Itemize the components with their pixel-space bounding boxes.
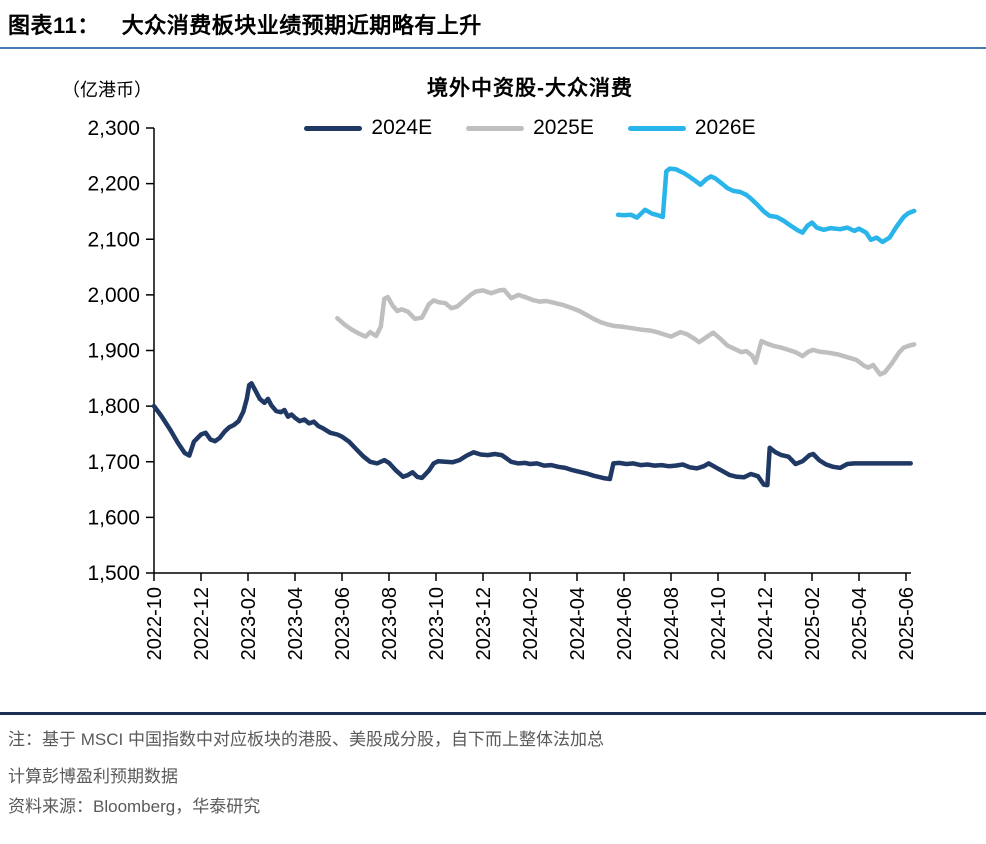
footer-divider bbox=[0, 712, 986, 715]
x-tick-label: 2024-04 bbox=[567, 587, 589, 660]
x-tick-label: 2023-02 bbox=[238, 587, 260, 660]
legend-item-2024e: 2024E bbox=[304, 116, 432, 140]
chart-title: 境外中资股-大众消费 bbox=[427, 77, 633, 100]
x-tick-label: 2022-12 bbox=[191, 587, 213, 660]
x-tick-label: 2023-06 bbox=[332, 587, 354, 660]
legend-swatch-2025e bbox=[466, 125, 525, 131]
x-tick-label: 2023-10 bbox=[426, 587, 448, 660]
y-tick-label: 1,900 bbox=[87, 340, 140, 363]
y-tick-label: 1,600 bbox=[87, 506, 140, 529]
line-chart-plot: 2,300 2,200 2,100 2,000 1,900 1,800 1,700 1,600… bbox=[87, 120, 918, 660]
x-tick-label: 2025-04 bbox=[849, 587, 871, 660]
footnote-line-1: 注：基于 MSCI 中国指数中对应板块的港股、美股成分股，自下而上整体法加总 bbox=[8, 730, 604, 749]
axis-lines bbox=[153, 128, 911, 574]
legend-swatch-2024e bbox=[304, 125, 363, 131]
x-tick-label: 2023-12 bbox=[473, 587, 495, 660]
y-tick-label: 2,200 bbox=[87, 173, 140, 196]
figure-number: 图表11： bbox=[8, 13, 100, 38]
series-line-2024e bbox=[151, 381, 913, 488]
x-tick-label: 2024-06 bbox=[614, 587, 636, 660]
y-tick-label: 1,800 bbox=[87, 395, 140, 418]
header-divider bbox=[0, 47, 986, 49]
legend-item-2025e: 2025E bbox=[466, 116, 594, 140]
y-tick-label: 2,100 bbox=[87, 228, 140, 251]
y-tick-label: 2,000 bbox=[87, 284, 140, 307]
y-tick-label: 1,700 bbox=[87, 451, 140, 474]
legend-label-2026e: 2026E bbox=[694, 116, 756, 139]
legend-item-2026e: 2026E bbox=[627, 116, 756, 140]
x-tick-label: 2023-04 bbox=[285, 587, 307, 660]
x-tick-label: 2025-06 bbox=[896, 587, 918, 660]
x-tick-label: 2022-10 bbox=[144, 587, 166, 660]
x-tick-label: 2024-12 bbox=[755, 587, 777, 660]
footnote-line-2: 计算彭博盈利预期数据 bbox=[8, 767, 178, 786]
series-line-2026e bbox=[615, 166, 917, 245]
x-tick-label: 2025-02 bbox=[802, 587, 824, 660]
source-attribution: 资料来源：Bloomberg，华泰研究 bbox=[8, 797, 261, 816]
legend-swatch-2026e bbox=[627, 125, 686, 131]
x-tick-label: 2023-08 bbox=[379, 587, 401, 660]
page-title: 图表11： 大众消费板块业绩预期近期略有上升 bbox=[8, 8, 968, 40]
legend-label-2024e: 2024E bbox=[371, 116, 433, 139]
chart-legend: 2024E 2025E 2026E bbox=[154, 114, 906, 142]
legend-label-2025e: 2025E bbox=[533, 116, 594, 139]
x-tick-label: 2024-08 bbox=[661, 587, 683, 660]
figure-title: 大众消费板块业绩预期近期略有上升 bbox=[121, 13, 482, 38]
x-tick-label: 2024-10 bbox=[708, 587, 730, 660]
series-line-2025e bbox=[335, 287, 917, 377]
chart-footnote: 注：基于 MSCI 中国指数中对应板块的港股、美股成分股，自下而上整体法加总 计… bbox=[8, 721, 978, 795]
y-tick-label: 1,500 bbox=[87, 562, 140, 585]
axis-unit-label: （亿港币） bbox=[62, 80, 152, 100]
x-tick-label: 2024-02 bbox=[520, 587, 542, 660]
y-tick-label: 2,300 bbox=[87, 120, 140, 140]
